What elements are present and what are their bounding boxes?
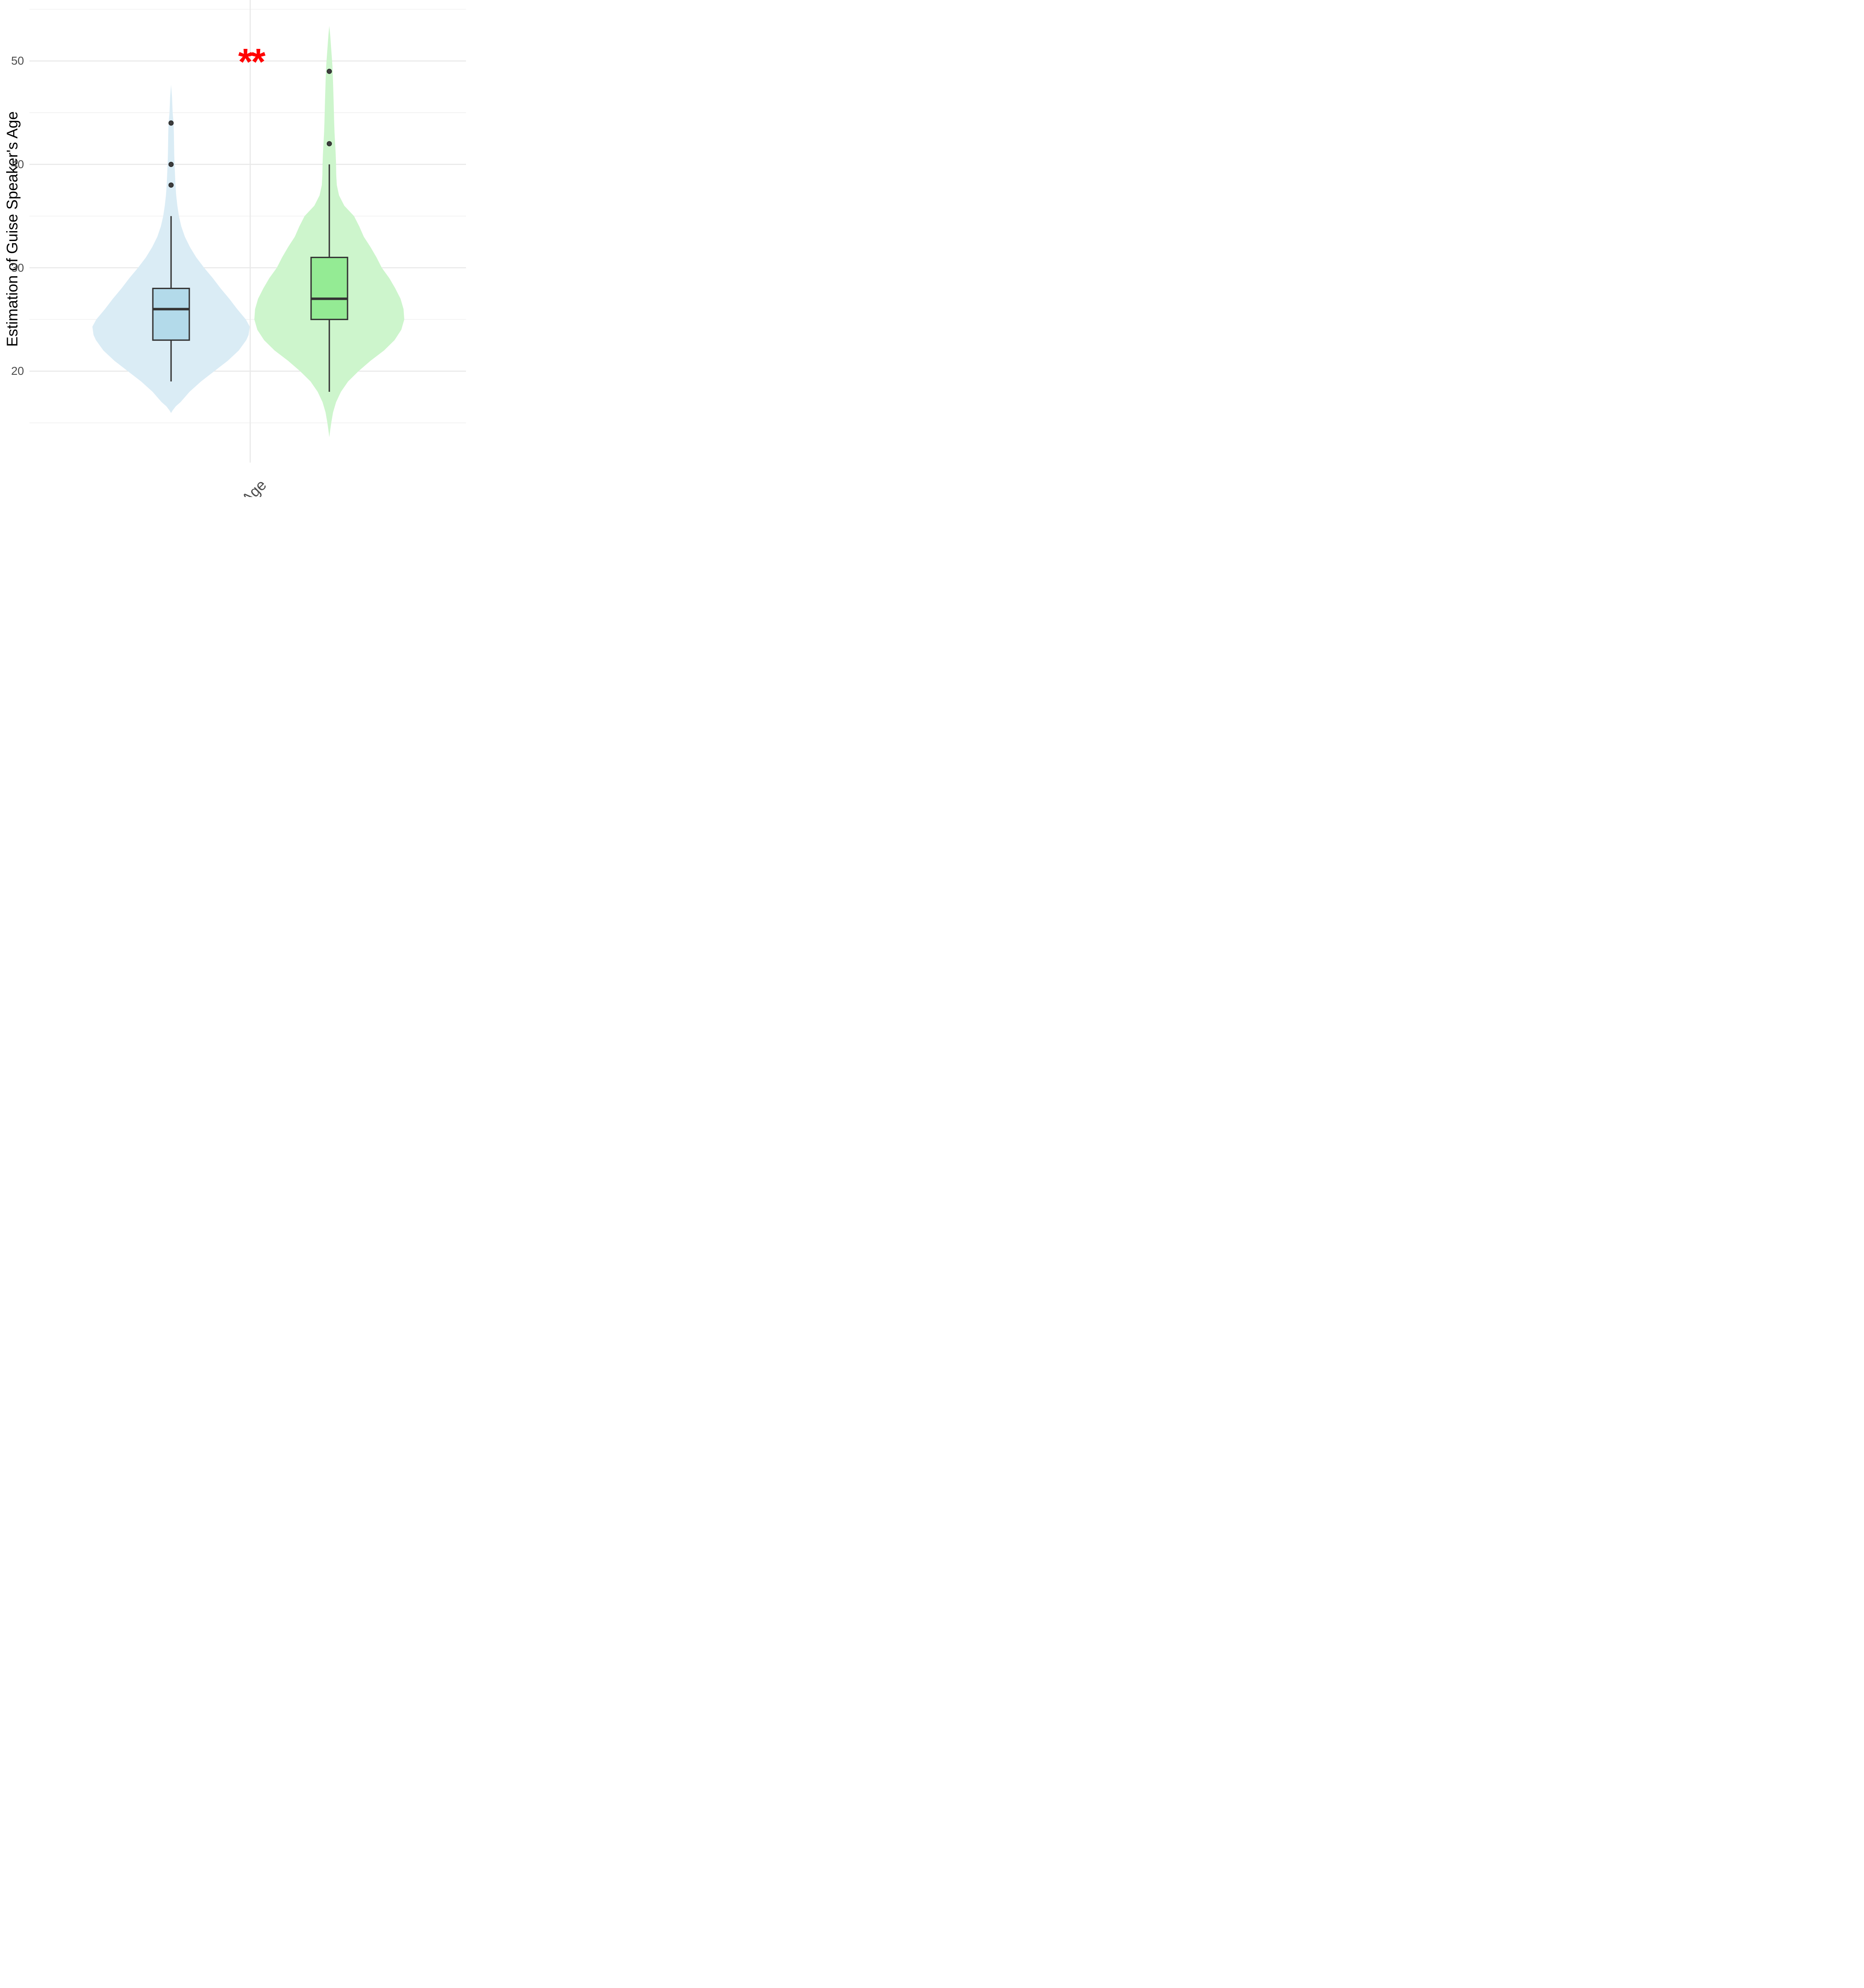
outlier-guise_blue-44 — [168, 120, 174, 126]
y-axis-title: Estimation of Guise Speaker's Age — [4, 111, 21, 347]
outlier-guise_green-49 — [326, 69, 332, 74]
plot-canvas — [29, 0, 466, 463]
violin-plot-figure: Estimation of Guise Speaker's Age 50 40 30… — [0, 0, 466, 497]
y-tick-label-20: 20 — [11, 364, 24, 378]
outlier-guise_blue-40 — [168, 162, 174, 167]
box-guise_green — [310, 256, 348, 320]
y-tick-label-40: 40 — [11, 157, 24, 171]
outlier-guise_green-42 — [326, 141, 332, 147]
y-tick-label-50: 50 — [11, 54, 24, 68]
y-tick-label-30: 30 — [11, 261, 24, 274]
outlier-guise_blue-38 — [168, 182, 174, 188]
significance-stars: ** — [238, 41, 266, 83]
box-guise_blue — [152, 287, 190, 341]
